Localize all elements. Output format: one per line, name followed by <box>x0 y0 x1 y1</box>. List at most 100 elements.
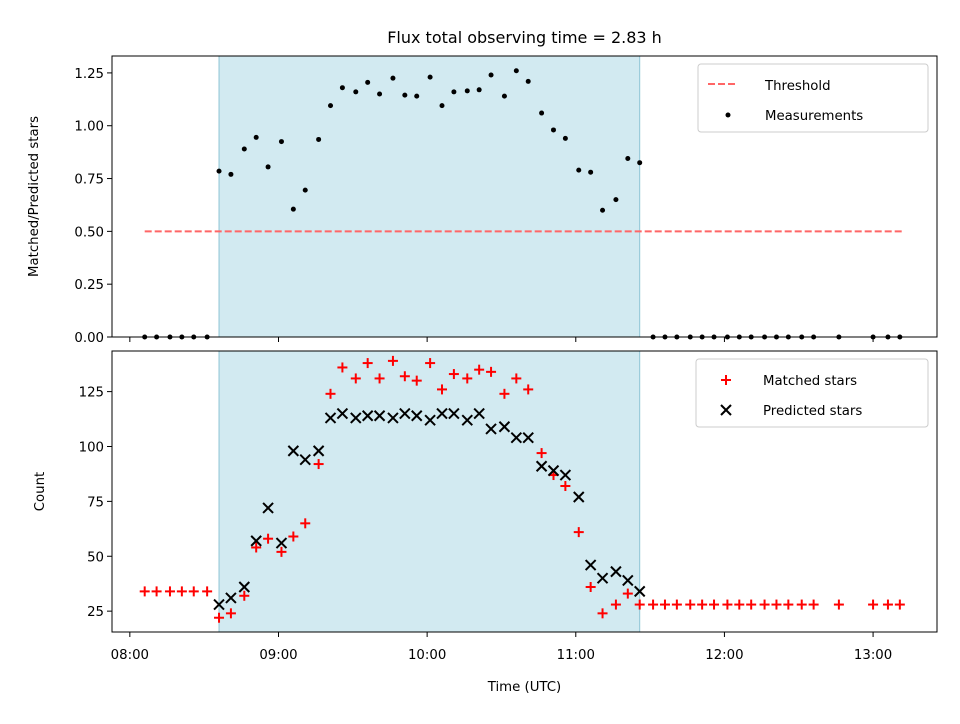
cross-stroke-b <box>250 535 262 547</box>
predicted-star-point <box>238 581 251 593</box>
cross-stroke-b <box>361 410 374 422</box>
matched-legend-marker <box>721 375 731 385</box>
predicted-star-point <box>535 460 548 472</box>
matched-star-point <box>671 599 682 610</box>
measurement-point <box>562 135 568 141</box>
measurement-point <box>390 75 396 81</box>
x-tick-label: 13:00 <box>854 648 892 663</box>
top-panel: 0.00 0.25 0.50 0.75 1.00 1.25 Flux total obse… <box>27 28 938 346</box>
bottom-y-tick-label: 75 <box>87 495 104 510</box>
matched-star-point <box>263 533 274 544</box>
matched-star-point <box>350 373 361 384</box>
x-tick-label: 11:00 <box>557 648 595 663</box>
measurement-point <box>501 93 507 99</box>
cross-stroke-b <box>373 410 386 422</box>
bottom-ticks: 25 50 75 100 125 08:00 09:00 10:00 11:00 12:00 13:… <box>79 386 893 663</box>
predicted-star-point <box>336 407 349 420</box>
measurement-point <box>439 103 445 109</box>
matched-star-point <box>685 599 696 610</box>
predicted-stars-legend-label: Predicted stars <box>763 404 862 419</box>
matched-star-point <box>337 362 348 373</box>
cross-stroke-b <box>633 585 646 598</box>
cross-stroke-b <box>299 453 311 466</box>
predicted-star-point <box>584 559 597 571</box>
predicted-star-point <box>498 421 511 433</box>
bottom-panel: 25 50 75 100 125 08:00 09:00 10:00 11:00 12:00 13:… <box>33 350 938 695</box>
bottom-legend: Matched stars Predicted stars <box>695 358 929 428</box>
predicted-star-point <box>213 598 225 611</box>
top-y-tick-label: 1.00 <box>74 120 104 135</box>
matched-star-point <box>868 599 879 610</box>
cross-stroke-b <box>336 407 349 420</box>
cross-stroke-b <box>350 412 362 424</box>
matched-star-point <box>325 388 336 399</box>
measurement-point <box>525 78 531 84</box>
top-y-tick-label: 1.25 <box>74 67 104 82</box>
top-shaded-region <box>218 55 641 338</box>
bottom-y-axis-label: Count <box>33 472 48 512</box>
cross-stroke-b <box>238 581 251 593</box>
matched-star-point <box>387 355 398 366</box>
predicted-stars-legend-swatch <box>720 404 732 416</box>
matched-star-point <box>486 366 497 377</box>
predicted-star-point <box>361 410 374 422</box>
predicted-stars-points <box>213 407 646 611</box>
cross-stroke-b <box>225 592 237 604</box>
cross-stroke-b <box>510 432 523 444</box>
matched-star-point <box>225 608 236 619</box>
matched-star-point <box>560 481 571 492</box>
cross-stroke-b <box>498 421 511 433</box>
cross-stroke-b <box>522 432 534 444</box>
x-tick-label: 10:00 <box>408 648 446 663</box>
predicted-star-point <box>448 407 460 420</box>
cross-stroke-b <box>535 460 548 472</box>
measurements-legend-swatch <box>725 112 731 118</box>
measurement-points <box>142 68 903 340</box>
measurement-point <box>414 93 420 99</box>
matched-star-point <box>648 599 659 610</box>
top-y-tick-label: 0.00 <box>74 331 104 346</box>
measurement-point <box>228 171 234 177</box>
cross-stroke-b <box>387 412 399 424</box>
matched-star-point <box>697 599 708 610</box>
matched-star-point <box>425 358 436 369</box>
matched-star-point <box>411 375 422 386</box>
predicted-star-point <box>610 565 622 578</box>
measurement-point <box>539 110 545 116</box>
predicted-star-point <box>225 592 237 604</box>
measurement-point <box>265 164 271 170</box>
matched-star-point <box>709 599 720 610</box>
matched-star-point <box>536 448 547 459</box>
measurements-legend-label: Measurements <box>765 109 863 124</box>
predicted-star-point <box>461 414 473 426</box>
measurement-point <box>316 136 322 142</box>
matched-star-point <box>151 586 162 597</box>
predicted-star-point <box>350 412 362 424</box>
matched-star-point <box>523 384 534 395</box>
bottom-axes-frame <box>111 350 938 633</box>
predicted-star-point <box>473 407 485 420</box>
matched-star-point <box>622 588 633 599</box>
cross-stroke-b <box>324 412 337 424</box>
matched-star-point <box>597 608 608 619</box>
bottom-shaded-region <box>218 350 641 633</box>
matched-star-point <box>176 586 187 597</box>
measurement-point <box>278 139 284 145</box>
matched-star-point <box>894 599 905 610</box>
cross-stroke-b <box>547 464 560 477</box>
measurement-point <box>339 85 345 91</box>
top-y-axis-label: Matched/Predicted stars <box>27 116 42 277</box>
predicted-star-point <box>312 445 325 457</box>
bottom-legend-box <box>695 358 929 428</box>
top-ticks: 0.00 0.25 0.50 0.75 1.00 1.25 <box>74 67 874 346</box>
top-axes-frame <box>111 55 938 338</box>
matched-star-point <box>746 599 757 610</box>
x-axis-label: Time (UTC) <box>487 680 562 695</box>
matched-stars-legend-swatch <box>721 375 731 385</box>
cross-stroke-b <box>213 598 225 611</box>
cross-stroke-b <box>411 410 423 422</box>
cross-stroke-b <box>275 537 288 549</box>
matched-star-point <box>511 373 522 384</box>
matched-stars-points <box>139 355 905 623</box>
predicted-star-point <box>287 445 300 457</box>
